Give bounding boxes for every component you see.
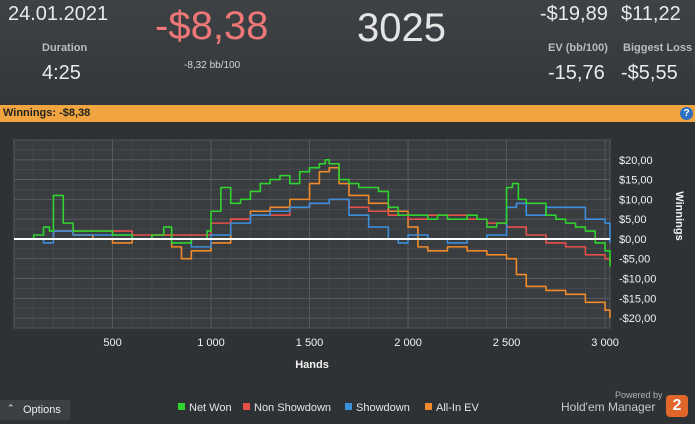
- options-button[interactable]: ⌃ Options: [0, 400, 70, 420]
- summary-header: 24.01.2021 Duration 4:25 -$8,38 -8,32 bb…: [0, 0, 695, 105]
- x-tick-label: 500: [103, 337, 121, 349]
- ev-value: -15,76: [548, 62, 605, 84]
- x-tick-label: 1 000: [197, 337, 225, 349]
- legend-swatch-allin-ev: [425, 403, 432, 410]
- hands-count: 3025: [357, 6, 446, 50]
- options-label: Options: [23, 404, 61, 416]
- y-axis-title: Winnings: [673, 191, 685, 240]
- biggest-loss-label: Biggest Loss: [623, 42, 693, 54]
- y-tick-label: -$20,00: [619, 313, 656, 325]
- winnings-chart: $20,00 $15,00 $10,00 $5,00 $0,00 -$5,00 -$10,0…: [13, 139, 685, 371]
- winnings-value: -$8,38: [155, 4, 269, 48]
- y-tick-label: $10,00: [619, 194, 653, 206]
- y-tick-label: -$10,00: [619, 274, 656, 286]
- x-tick-label: 2 500: [493, 337, 521, 349]
- winnings-bar: Winnings: -$8,38 ?: [0, 105, 695, 122]
- y-tick-label: $20,00: [619, 155, 653, 167]
- top-value-2: $11,22: [621, 3, 681, 25]
- x-axis-title: Hands: [295, 359, 329, 371]
- top-value-1: -$19,89: [540, 3, 608, 25]
- powered-by-text: Powered by: [615, 390, 663, 400]
- bb-per-100: -8,32 bb/100: [184, 60, 241, 71]
- chevron-up-icon: ⌃: [7, 403, 15, 413]
- x-tick-label: 3 000: [591, 337, 619, 349]
- y-tick-label: $5,00: [619, 214, 647, 226]
- session-date: 24.01.2021: [8, 3, 109, 25]
- hm2-logo-icon: 2: [666, 395, 688, 417]
- winnings-bar-text: Winnings: -$8,38: [3, 107, 91, 119]
- legend-item-allin-ev: All-In EV: [425, 402, 479, 414]
- series-line-net_won: [14, 158, 611, 267]
- legend-label-net-won: Net Won: [189, 402, 232, 414]
- legend-item-showdown: Showdown: [345, 402, 410, 414]
- x-tick-label: 2 000: [394, 337, 422, 349]
- y-tick-label: $0,00: [619, 234, 647, 246]
- duration-label: Duration: [42, 42, 88, 54]
- y-tick-label: -$5,00: [619, 254, 650, 266]
- y-tick-label: $15,00: [619, 175, 653, 187]
- biggest-loss-value: -$5,55: [621, 62, 678, 84]
- duration-value: 4:25: [42, 62, 81, 84]
- y-tick-label: -$15,00: [619, 293, 656, 305]
- plot-area: [13, 139, 611, 329]
- legend-label-allin-ev: All-In EV: [436, 402, 479, 414]
- legend-label-non-showdown: Non Showdown: [254, 402, 332, 414]
- legend-swatch-showdown: [345, 403, 352, 410]
- brand-name: Hold'em Manager: [561, 400, 656, 414]
- x-tick-label: 1 500: [296, 337, 324, 349]
- legend-item-non-showdown: Non Showdown: [243, 402, 331, 414]
- help-icon[interactable]: ?: [680, 107, 693, 120]
- legend-label-showdown: Showdown: [356, 402, 410, 414]
- legend-swatch-non-showdown: [243, 403, 250, 410]
- legend-item-net-won: Net Won: [178, 402, 232, 414]
- legend-swatch-net-won: [178, 403, 185, 410]
- ev-label: EV (bb/100): [548, 42, 608, 54]
